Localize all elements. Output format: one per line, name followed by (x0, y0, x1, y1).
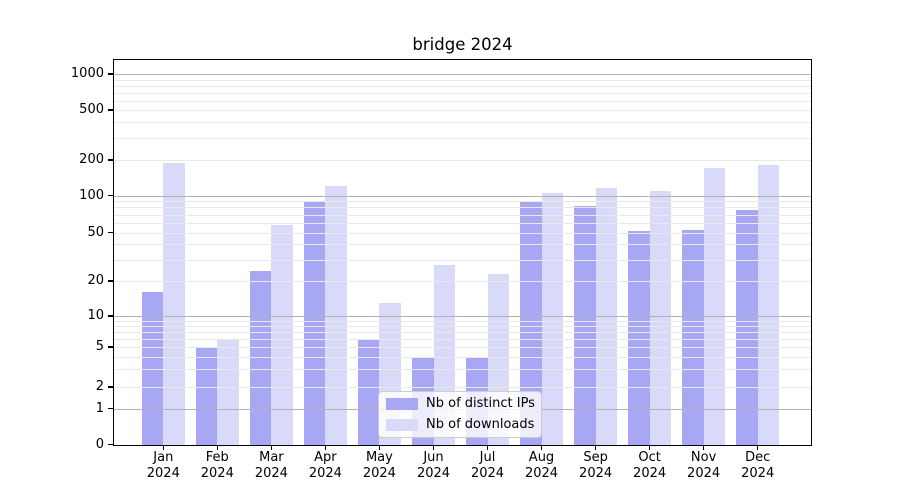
bar-feb-distinct-ips (195, 347, 218, 445)
bar-jan-distinct-ips (141, 292, 164, 445)
bar-apr-distinct-ips (303, 200, 326, 445)
legend-label-distinct-ips: Nb of distinct IPs (426, 396, 535, 412)
bar-aug-downloads (541, 193, 563, 445)
x-tick-mark (594, 445, 597, 450)
y-tick-mark (108, 386, 114, 388)
x-tick-label: Sep 2024 (579, 450, 613, 481)
bar-may-distinct-ips (357, 338, 380, 445)
x-tick-mark (648, 445, 651, 450)
legend-item-downloads: Nb of downloads (386, 415, 534, 436)
x-tick-mark (756, 445, 759, 450)
bar-oct-downloads (649, 190, 672, 445)
bar-apr-downloads (325, 186, 347, 445)
y-tick-label: 20 (87, 273, 104, 288)
y-tick-mark (108, 159, 114, 161)
x-tick-label: Aug 2024 (524, 450, 559, 481)
y-tick-label: 50 (87, 224, 104, 240)
x-tick-label: Feb 2024 (200, 450, 234, 481)
x-tick-mark (486, 445, 489, 450)
bar-nov-distinct-ips (682, 230, 704, 445)
y-tick-label: 0 (95, 436, 104, 452)
bar-oct-distinct-ips (628, 231, 650, 445)
legend: Nb of distinct IPs Nb of downloads (378, 391, 542, 438)
bar-mar-distinct-ips (249, 271, 272, 445)
y-tick-mark (108, 315, 114, 317)
x-tick-label: Nov 2024 (687, 450, 721, 481)
x-tick-mark (270, 445, 273, 450)
y-tick-label: 10 (87, 308, 104, 323)
legend-label-downloads: Nb of downloads (426, 416, 535, 432)
x-tick-mark (540, 445, 543, 450)
y-tick-mark (108, 73, 114, 75)
y-tick-mark (108, 407, 114, 410)
bar-dec-downloads (757, 165, 780, 445)
x-tick-label: Apr 2024 (308, 450, 342, 481)
y-tick-label: 500 (79, 102, 104, 117)
bar-sep-distinct-ips (574, 206, 596, 445)
plot-area (113, 59, 812, 446)
legend-swatch-distinct-ips (386, 398, 418, 411)
x-tick-mark (702, 445, 705, 450)
y-tick-label: 2 (95, 379, 104, 394)
y-tick-mark (108, 194, 114, 197)
x-tick-mark (378, 445, 381, 450)
x-tick-label: Dec 2024 (741, 450, 775, 481)
y-tick-mark (108, 346, 114, 348)
bar-jan-downloads (163, 162, 185, 445)
bar-dec-distinct-ips (736, 210, 758, 445)
x-tick-label: Jun 2024 (416, 450, 451, 481)
y-tick-mark (108, 443, 114, 446)
chart-title: bridge 2024 (412, 35, 513, 54)
legend-item-distinct-ips: Nb of distinct IPs (386, 394, 535, 415)
bar-sep-downloads (595, 188, 618, 445)
x-tick-label: Jul 2024 (470, 450, 505, 481)
y-tick-mark (108, 109, 114, 111)
x-tick-label: Mar 2024 (254, 450, 288, 481)
bar-aug-distinct-ips (520, 202, 542, 445)
y-tick-label: 200 (79, 152, 104, 167)
y-tick-mark (108, 231, 114, 234)
bars-layer (114, 60, 811, 445)
x-tick-mark (324, 445, 327, 450)
bar-nov-downloads (703, 168, 726, 445)
y-tick-mark (108, 280, 114, 282)
x-tick-label: Oct 2024 (633, 450, 667, 481)
y-tick-label: 1000 (70, 66, 104, 81)
y-tick-label: 100 (79, 187, 104, 203)
y-tick-label: 1 (95, 400, 104, 416)
x-tick-mark (162, 445, 165, 450)
x-tick-label: May 2024 (362, 450, 396, 481)
bar-mar-downloads (271, 224, 293, 445)
bar-feb-downloads (217, 338, 239, 445)
x-tick-mark (432, 445, 435, 450)
x-tick-mark (216, 445, 219, 450)
y-tick-label: 5 (95, 339, 104, 354)
x-tick-label: Jan 2024 (146, 450, 180, 481)
legend-swatch-downloads (386, 418, 418, 431)
